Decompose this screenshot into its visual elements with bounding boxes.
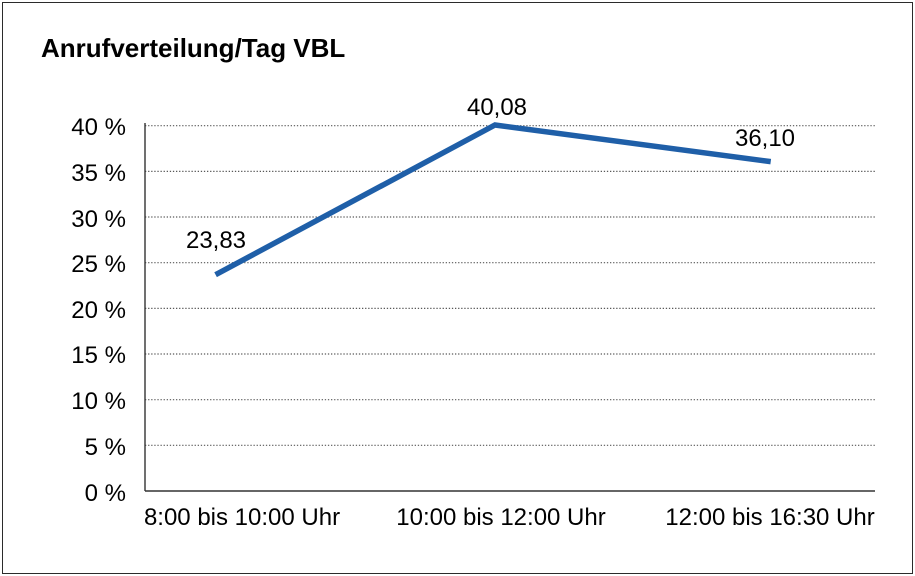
svg-text:40,08: 40,08 bbox=[467, 94, 527, 121]
svg-text:12:00 bis 16:30 Uhr: 12:00 bis 16:30 Uhr bbox=[665, 504, 874, 531]
svg-text:35 %: 35 % bbox=[71, 160, 126, 187]
svg-text:10 %: 10 % bbox=[71, 388, 126, 415]
svg-text:5 %: 5 % bbox=[85, 434, 126, 461]
svg-text:0 %: 0 % bbox=[85, 480, 126, 507]
svg-text:40 %: 40 % bbox=[71, 114, 126, 141]
svg-text:36,10: 36,10 bbox=[735, 125, 795, 152]
svg-text:15 %: 15 % bbox=[71, 342, 126, 369]
svg-text:25 %: 25 % bbox=[71, 251, 126, 278]
svg-text:23,83: 23,83 bbox=[186, 227, 246, 254]
svg-text:30 %: 30 % bbox=[71, 206, 126, 233]
svg-text:8:00 bis 10:00 Uhr: 8:00 bis 10:00 Uhr bbox=[144, 504, 340, 531]
svg-text:20 %: 20 % bbox=[71, 297, 126, 324]
svg-text:10:00 bis 12:00 Uhr: 10:00 bis 12:00 Uhr bbox=[396, 504, 605, 531]
